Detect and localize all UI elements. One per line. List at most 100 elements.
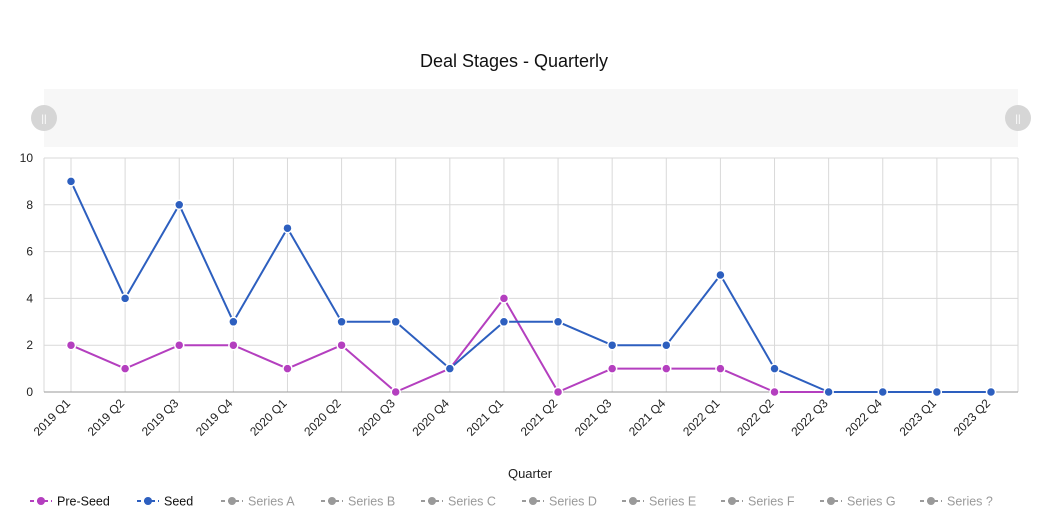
data-point[interactable]	[390, 316, 401, 328]
grid	[43, 157, 1019, 393]
zoom-left-handle-knob[interactable]	[31, 105, 57, 131]
data-point[interactable]	[769, 386, 780, 398]
legend-dot-marker	[827, 497, 835, 505]
legend-label: Series A	[248, 495, 295, 509]
series-layer	[65, 176, 997, 398]
x-tick-label: 2019 Q1	[31, 396, 74, 439]
zoom-slider-track[interactable]	[44, 89, 1018, 147]
legend-item[interactable]: Series F	[721, 495, 795, 509]
x-tick-label: 2021 Q1	[464, 396, 507, 439]
legend-dot-marker	[728, 497, 736, 505]
data-point[interactable]	[282, 363, 293, 374]
legend-item[interactable]: Series G	[820, 495, 896, 509]
x-tick-label: 2019 Q4	[193, 396, 236, 439]
data-point[interactable]	[769, 363, 780, 374]
x-tick-label: 2020 Q3	[355, 396, 398, 439]
x-tick-label: 2020 Q4	[409, 396, 452, 439]
zoom-right-handle[interactable]: ||	[1005, 105, 1031, 131]
legend-label: Series D	[549, 495, 597, 509]
x-tick-label: 2023 Q2	[951, 396, 994, 439]
y-tick-label: 2	[26, 338, 33, 352]
data-point[interactable]	[336, 316, 347, 328]
x-tick-label: 2022 Q1	[680, 396, 723, 439]
data-point[interactable]	[444, 363, 456, 374]
data-point[interactable]	[336, 339, 347, 351]
legend-label: Series F	[748, 495, 795, 509]
chart-title: Deal Stages - Quarterly	[420, 51, 608, 71]
data-point[interactable]	[552, 386, 564, 398]
data-point[interactable]	[498, 316, 510, 328]
x-tick-label: 2019 Q3	[139, 396, 182, 439]
x-tick-label: 2023 Q1	[897, 396, 940, 439]
data-point[interactable]	[173, 199, 185, 211]
legend-dot-marker	[228, 497, 236, 505]
data-point[interactable]	[173, 339, 185, 351]
data-point[interactable]	[661, 339, 672, 351]
legend-dot-marker	[144, 497, 152, 505]
legend-label: Seed	[164, 495, 193, 509]
data-point[interactable]	[606, 363, 618, 374]
x-tick-label: 2019 Q2	[85, 396, 128, 439]
data-point[interactable]	[606, 339, 618, 351]
legend-label: Series ?	[947, 495, 993, 509]
legend-dot-marker	[328, 497, 336, 505]
data-point[interactable]	[985, 386, 997, 398]
legend-item[interactable]: Pre-Seed	[30, 495, 110, 509]
data-point[interactable]	[228, 316, 239, 328]
legend-label: Series G	[847, 495, 896, 509]
y-tick-label: 8	[26, 198, 33, 212]
data-point[interactable]	[65, 176, 77, 187]
data-point[interactable]	[228, 339, 239, 351]
legend-label: Series B	[348, 495, 395, 509]
data-point[interactable]	[552, 316, 564, 328]
data-point[interactable]	[390, 386, 401, 398]
x-tick-label: 2022 Q4	[842, 396, 885, 439]
legend-item[interactable]: Series E	[622, 495, 696, 509]
zoom-left-handle[interactable]: ||	[31, 105, 57, 131]
data-point[interactable]	[715, 269, 726, 281]
series-line	[70, 180, 991, 393]
data-point[interactable]	[823, 386, 834, 398]
legend-dot-marker	[927, 497, 935, 505]
legend-item[interactable]: Seed	[137, 495, 193, 509]
y-tick-label: 0	[26, 385, 33, 399]
legend-dot-marker	[629, 497, 637, 505]
x-tick-label: 2022 Q3	[788, 396, 831, 439]
legend-dot-marker	[529, 497, 537, 505]
data-point[interactable]	[661, 363, 672, 374]
x-axis-ticks: 2019 Q1 2019 Q2 2019 Q3 2019 Q4 2020 Q1 2020 …	[31, 396, 994, 439]
y-tick-label: 4	[26, 291, 33, 305]
legend-item[interactable]: Series ?	[920, 495, 993, 509]
legend: Pre-Seed Seed Series A Series B Series C Seri…	[30, 495, 993, 509]
series-seed	[65, 176, 997, 398]
data-point[interactable]	[715, 363, 726, 374]
x-tick-label: 2022 Q2	[734, 396, 777, 439]
legend-item[interactable]: Series C	[421, 495, 496, 509]
data-point[interactable]	[282, 222, 293, 234]
zoom-right-handle-knob[interactable]	[1005, 105, 1031, 131]
legend-item[interactable]: Series B	[321, 495, 395, 509]
legend-item[interactable]: Series A	[221, 495, 295, 509]
data-point[interactable]	[119, 363, 131, 374]
y-tick-label: 6	[26, 245, 33, 259]
data-point[interactable]	[498, 293, 510, 304]
data-point[interactable]	[119, 293, 131, 304]
data-point[interactable]	[931, 386, 943, 398]
x-tick-label: 2021 Q4	[626, 396, 669, 439]
legend-label: Pre-Seed	[57, 495, 110, 509]
legend-item[interactable]: Series D	[522, 495, 597, 509]
drag-handle-icon: ||	[1015, 114, 1020, 125]
x-axis-title: Quarter	[508, 466, 553, 481]
x-tick-label: 2021 Q2	[518, 396, 561, 439]
legend-label: Series C	[448, 495, 496, 509]
legend-dot-marker	[428, 497, 436, 505]
data-point[interactable]	[65, 339, 77, 351]
x-tick-label: 2020 Q2	[301, 396, 344, 439]
y-axis-ticks: 0 2 4 6 8 10	[20, 151, 34, 399]
legend-label: Series E	[649, 495, 696, 509]
drag-handle-icon: ||	[41, 114, 46, 125]
x-tick-label: 2020 Q1	[247, 396, 290, 439]
data-point[interactable]	[877, 386, 889, 398]
